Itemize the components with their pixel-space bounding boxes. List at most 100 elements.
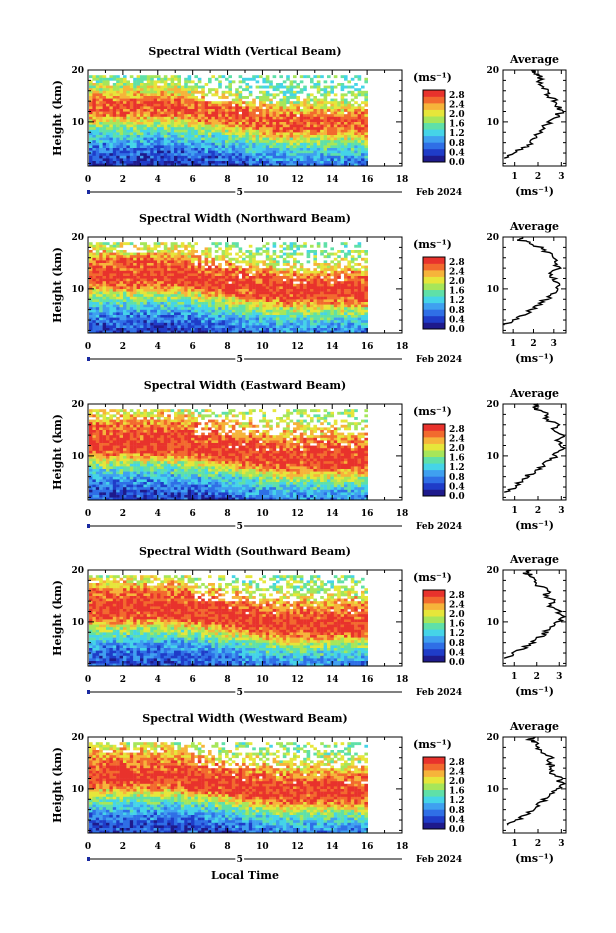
heatmap-cell — [130, 312, 134, 315]
heatmap-cell — [307, 255, 311, 258]
heatmap-cell — [300, 119, 304, 122]
heatmap-cell — [184, 117, 188, 120]
heatmap-cell — [239, 86, 243, 89]
heatmap-cell — [337, 138, 341, 141]
heatmap-cell — [286, 127, 290, 130]
heatmap-cell — [293, 101, 297, 104]
heatmap-cell — [116, 93, 120, 96]
heatmap-cell — [266, 112, 270, 115]
heatmap-cell — [354, 158, 358, 161]
heatmap-cell — [157, 258, 161, 261]
heatmap-cell — [324, 263, 328, 266]
heatmap-cell — [120, 253, 124, 256]
heatmap-cell — [327, 145, 331, 148]
heatmap-cell — [222, 145, 226, 148]
heatmap-cell — [239, 130, 243, 133]
heatmap-cell — [249, 294, 253, 297]
heatmap-cell — [188, 292, 192, 295]
heatmap-cell — [313, 153, 317, 156]
heatmap-cell — [300, 294, 304, 297]
heatmap-cell — [283, 302, 287, 305]
heatmap-cell — [143, 83, 147, 86]
heatmap-cell — [307, 271, 311, 274]
heatmap-cell — [123, 101, 127, 104]
heatmap-cell — [341, 148, 345, 151]
heatmap-cell — [293, 138, 297, 141]
heatmap-cell — [286, 151, 290, 154]
heatmap-cell — [181, 279, 185, 282]
heatmap-cell — [228, 93, 232, 96]
heatmap-cell — [103, 151, 107, 154]
heatmap-cell — [167, 312, 171, 315]
heatmap-cell — [273, 104, 277, 107]
heatmap-cell — [351, 140, 355, 143]
heatmap-cell — [351, 86, 355, 89]
heatmap-cell — [201, 299, 205, 302]
heatmap-cell — [184, 276, 188, 279]
heatmap-cell — [116, 75, 120, 78]
heatmap-cell — [130, 143, 134, 146]
heatmap-cell — [157, 271, 161, 274]
heatmap-cell — [123, 315, 127, 318]
heatmap-cell — [324, 307, 328, 310]
heatmap-cell — [286, 315, 290, 318]
heatmap-cell — [143, 323, 147, 326]
heatmap-cell — [307, 284, 311, 287]
heatmap-cell — [194, 143, 198, 146]
heatmap-cell — [109, 135, 113, 138]
heatmap-cell — [143, 247, 147, 250]
heatmap-cell — [283, 151, 287, 154]
heatmap-cell — [327, 315, 331, 318]
heatmap-cell — [327, 284, 331, 287]
heatmap-cell — [143, 297, 147, 300]
heatmap-cell — [174, 86, 178, 89]
heatmap-cell — [276, 302, 280, 305]
heatmap-cell — [113, 276, 117, 279]
heatmap-cell — [113, 286, 117, 289]
heatmap-cell — [320, 158, 324, 161]
heatmap-cell — [341, 122, 345, 125]
heatmap-cell — [334, 320, 338, 323]
heatmap-cell — [89, 135, 93, 138]
heatmap-cell — [92, 104, 96, 107]
heatmap-cell — [327, 127, 331, 130]
heatmap-cell — [320, 75, 324, 78]
heatmap-cell — [154, 266, 158, 269]
heatmap-cell — [113, 112, 117, 115]
heatmap-cell — [137, 307, 141, 310]
heatmap-cell — [344, 281, 348, 284]
heatmap-cell — [354, 96, 358, 99]
heatmap-cell — [164, 88, 168, 91]
heatmap-cell — [303, 315, 307, 318]
heatmap-cell — [123, 271, 127, 274]
heatmap-cell — [174, 148, 178, 151]
heatmap-cell — [334, 151, 338, 154]
heatmap-cell — [344, 138, 348, 141]
heatmap-cell — [313, 253, 317, 256]
heatmap-cell — [188, 143, 192, 146]
heatmap-cell — [300, 158, 304, 161]
heatmap-cell — [184, 127, 188, 130]
heatmap-cell — [347, 86, 351, 89]
heatmap-cell — [286, 112, 290, 115]
heatmap-cell — [215, 112, 219, 115]
heatmap-cell — [184, 273, 188, 276]
heatmap-cell — [347, 140, 351, 143]
heatmap-cell — [164, 305, 168, 308]
heatmap-cell — [310, 140, 314, 143]
heatmap-cell — [147, 96, 151, 99]
heatmap-cell — [113, 138, 117, 141]
heatmap-cell — [198, 161, 202, 164]
heatmap-cell — [143, 143, 147, 146]
heatmap-cell — [123, 80, 127, 83]
heatmap-cell — [313, 135, 317, 138]
heatmap-cell — [157, 245, 161, 248]
heatmap-cell — [232, 289, 236, 292]
heatmap-cell — [361, 286, 365, 289]
heatmap-cell — [242, 305, 246, 308]
heatmap-cell — [228, 86, 232, 89]
heatmap-cell — [283, 281, 287, 284]
heatmap-cell — [351, 320, 355, 323]
heatmap-cell — [174, 258, 178, 261]
heatmap-cell — [174, 260, 178, 263]
